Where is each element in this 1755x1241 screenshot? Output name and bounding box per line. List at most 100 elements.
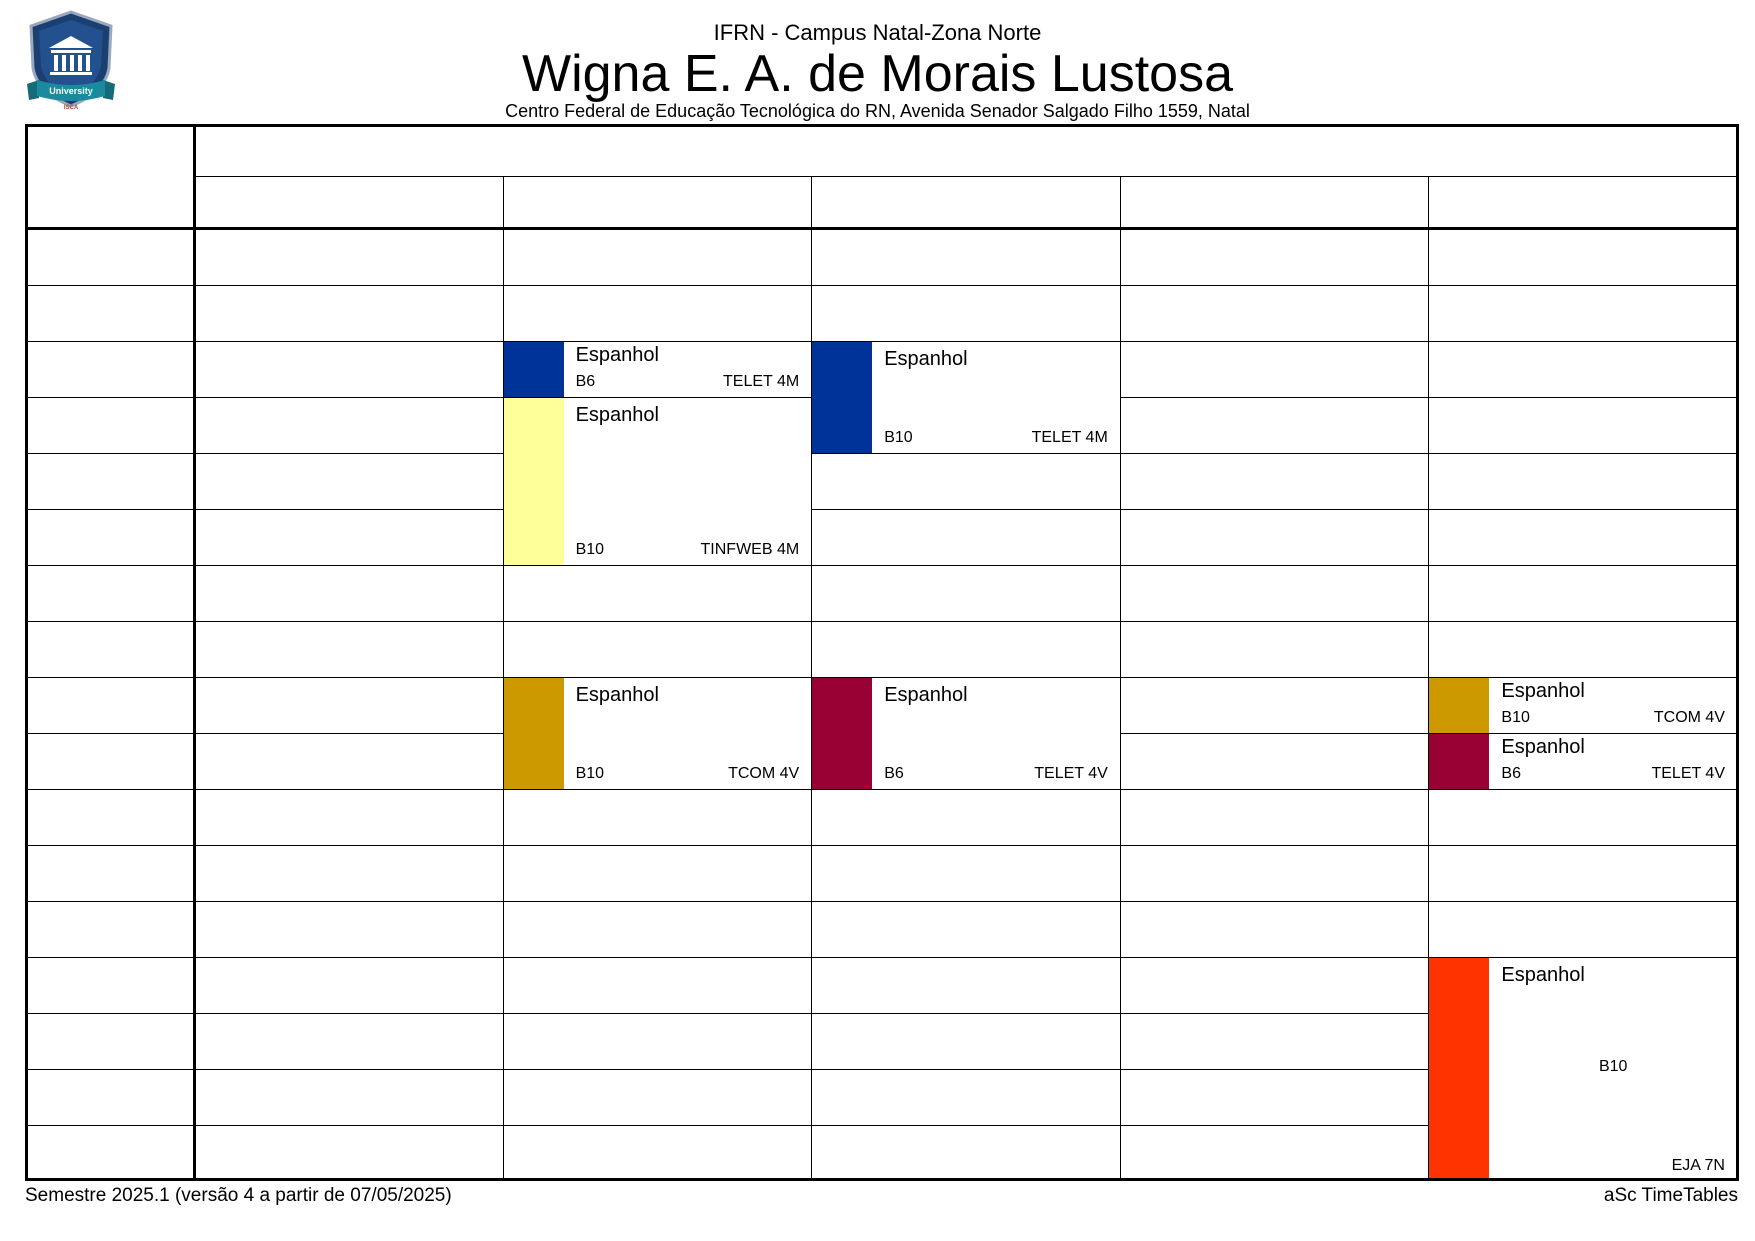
row-divider <box>1119 285 1429 286</box>
row-divider <box>1119 789 1429 790</box>
header-body-divider <box>25 227 1739 230</box>
lesson-subject: Espanhol <box>884 684 968 706</box>
row-divider <box>194 565 503 566</box>
row-divider <box>1428 845 1737 846</box>
lesson-class: TELET 4M <box>1031 429 1108 446</box>
row-divider <box>502 789 812 790</box>
teacher-name-title: Wigna E. A. de Morais Lustosa <box>521 45 1233 103</box>
row-divider <box>502 957 812 958</box>
lesson-room: B6 <box>884 765 904 782</box>
row-divider <box>811 1125 1120 1126</box>
lesson-color-swatch <box>503 678 564 789</box>
row-divider <box>811 901 1120 902</box>
lesson-card: Espanhol TELET 4V B6 <box>1429 734 1737 789</box>
row-divider <box>811 509 1120 510</box>
header-divider <box>194 176 1739 177</box>
lesson-class: TELET 4V <box>1034 765 1108 782</box>
row-divider <box>1119 1069 1429 1070</box>
row-divider-label-column <box>25 621 194 622</box>
logo-banner-text: University <box>49 86 93 96</box>
row-divider <box>811 845 1120 846</box>
row-divider <box>1119 901 1429 902</box>
row-divider <box>194 341 503 342</box>
lesson-subject: Espanhol <box>884 348 968 370</box>
row-divider <box>1119 341 1429 342</box>
lesson-room: B6 <box>1501 765 1521 782</box>
lesson-class: TELET 4V <box>1651 765 1725 782</box>
lesson-room: B10 <box>1501 709 1530 726</box>
row-divider <box>1428 453 1737 454</box>
lesson-subject: Espanhol <box>575 684 659 706</box>
lesson-room: B10 <box>1598 1058 1628 1075</box>
row-divider <box>1119 677 1429 678</box>
row-divider <box>811 957 1120 958</box>
row-divider <box>1428 621 1737 622</box>
lesson-color-swatch <box>1429 734 1490 789</box>
row-divider <box>811 621 1120 622</box>
row-divider <box>1428 901 1737 902</box>
row-divider <box>1119 733 1429 734</box>
lesson-color-swatch <box>812 342 873 453</box>
lesson-color-swatch <box>1429 958 1490 1181</box>
row-divider <box>502 677 812 678</box>
institution-address: Centro Federal de Educação Tecnológica d… <box>505 101 1250 121</box>
institution-name: IFRN - Campus Natal-Zona Norte <box>713 20 1042 45</box>
row-divider <box>502 845 812 846</box>
lesson-card: Espanhol TELET 4M B6 <box>503 342 812 397</box>
day-column-divider <box>811 176 812 1181</box>
row-divider <box>811 341 1120 342</box>
row-divider <box>194 901 503 902</box>
lesson-color-swatch <box>812 678 873 789</box>
row-divider <box>1428 733 1737 734</box>
row-divider-label-column <box>25 1125 194 1126</box>
row-divider-label-column <box>25 285 194 286</box>
label-column-divider <box>193 124 196 1181</box>
row-divider <box>194 677 503 678</box>
lesson-color-swatch <box>503 398 564 565</box>
row-divider <box>194 733 503 734</box>
row-divider <box>502 565 812 566</box>
row-divider-label-column <box>25 733 194 734</box>
row-divider <box>194 453 503 454</box>
row-divider <box>194 285 503 286</box>
lesson-room: B10 <box>575 765 605 782</box>
row-divider <box>194 789 503 790</box>
row-divider <box>1119 453 1429 454</box>
row-divider <box>194 397 503 398</box>
row-divider <box>194 957 503 958</box>
row-divider-label-column <box>25 453 194 454</box>
lesson-class: TCOM 4V <box>1653 709 1725 726</box>
row-divider <box>1428 789 1737 790</box>
row-divider <box>811 677 1120 678</box>
lesson-class: EJA 7N <box>1671 1157 1725 1174</box>
row-divider <box>811 1013 1120 1014</box>
row-divider-label-column <box>25 1013 194 1014</box>
row-divider <box>502 621 812 622</box>
lesson-class: TCOM 4V <box>728 765 800 782</box>
row-divider-label-column <box>25 789 194 790</box>
row-divider <box>1428 565 1737 566</box>
row-divider-label-column <box>25 957 194 958</box>
lesson-room: B10 <box>575 541 605 558</box>
row-divider <box>502 1069 812 1070</box>
lesson-card: Espanhol TCOM 4V B10 <box>1429 678 1737 733</box>
lesson-card: Espanhol EJA 7N B10 <box>1429 958 1737 1181</box>
row-divider <box>1428 677 1737 678</box>
footer-software: aSc TimeTables <box>1603 1185 1738 1206</box>
row-divider <box>194 845 503 846</box>
lesson-subject: Espanhol <box>1501 964 1585 986</box>
lesson-subject: Espanhol <box>1501 680 1585 702</box>
lesson-card: Espanhol TELET 4V B6 <box>812 678 1120 789</box>
row-divider <box>1119 1013 1429 1014</box>
row-divider <box>502 341 812 342</box>
day-column-divider <box>1120 176 1121 1181</box>
row-divider-label-column <box>25 397 194 398</box>
row-divider <box>502 1125 812 1126</box>
row-divider <box>502 901 812 902</box>
day-column-divider <box>1428 176 1429 1181</box>
row-divider-label-column <box>25 901 194 902</box>
day-column-divider <box>503 176 504 1181</box>
row-divider <box>811 285 1120 286</box>
row-divider <box>1119 845 1429 846</box>
timetable-border <box>25 124 1739 1181</box>
